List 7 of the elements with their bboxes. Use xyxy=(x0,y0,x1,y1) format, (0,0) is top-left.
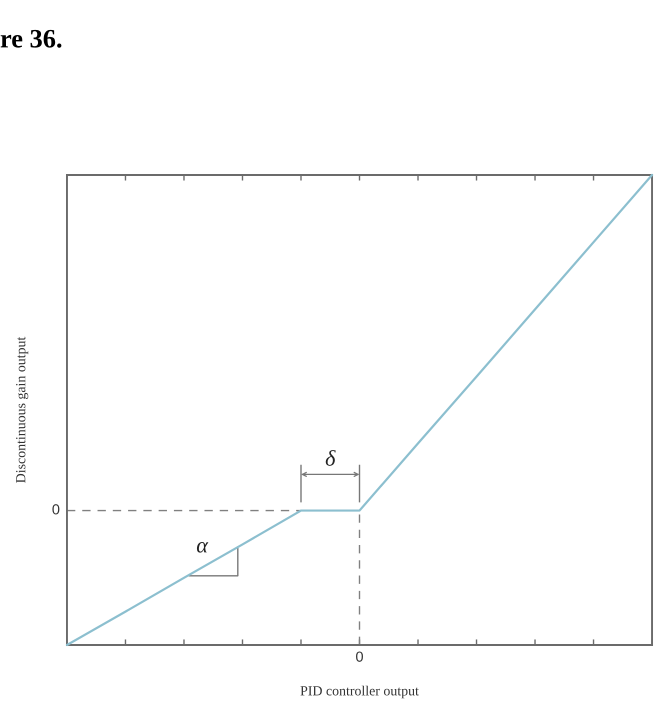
text: 0 xyxy=(52,504,60,514)
x-axis-title: PID controller output xyxy=(300,686,419,698)
y-axis-title: Discontinuous gain output xyxy=(16,336,28,483)
text: 0 xyxy=(356,652,363,662)
annotation: α xyxy=(196,542,208,553)
annotation: δ xyxy=(326,450,336,466)
text: re 36. xyxy=(0,30,62,48)
